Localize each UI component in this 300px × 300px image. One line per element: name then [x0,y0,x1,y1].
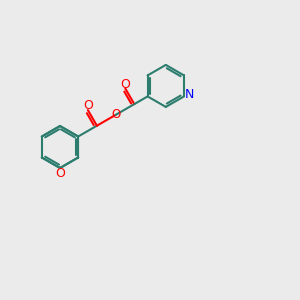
Text: N: N [185,88,194,101]
Text: O: O [111,108,120,122]
Text: O: O [56,167,65,180]
Text: O: O [83,99,93,112]
Text: O: O [120,77,130,91]
